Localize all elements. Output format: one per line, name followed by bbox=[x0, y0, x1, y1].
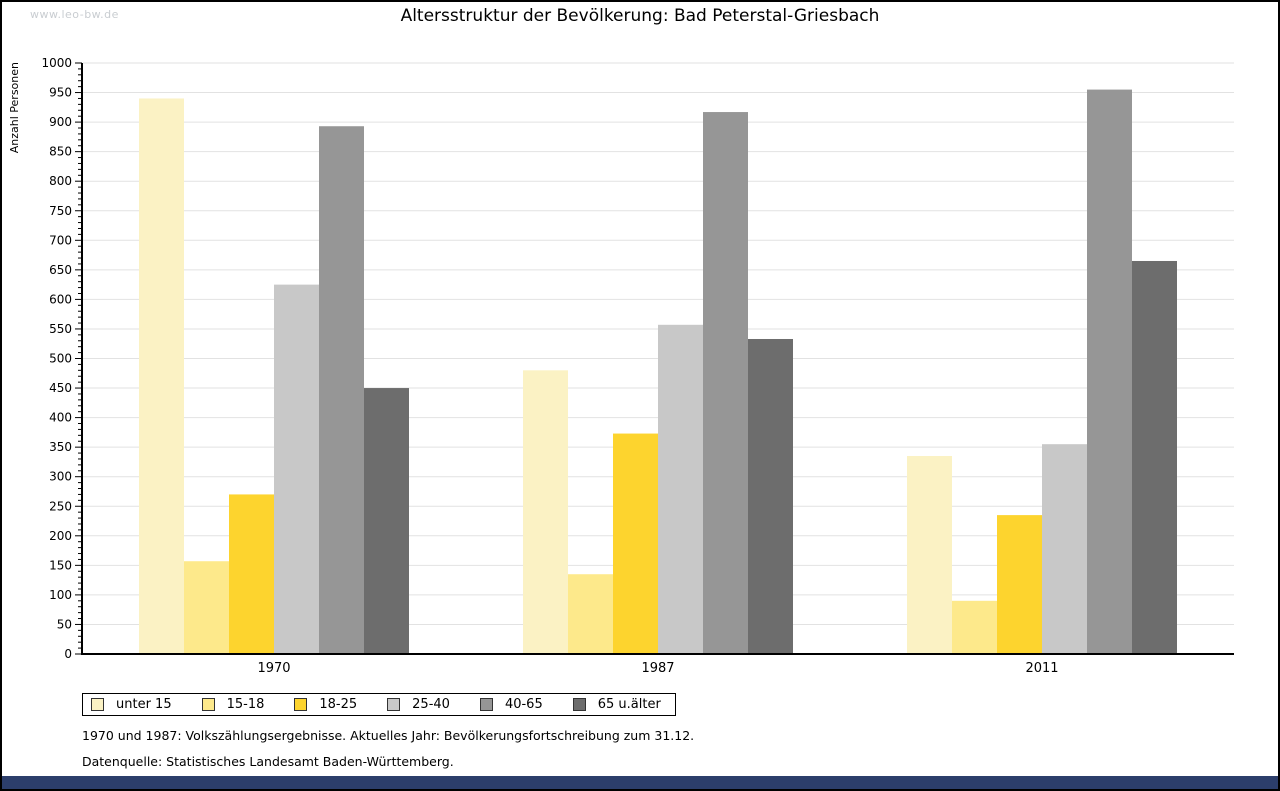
y-tick-label: 750 bbox=[49, 204, 72, 218]
legend-item: 18-25 bbox=[294, 697, 357, 712]
bar-40-65-2011 bbox=[1087, 89, 1132, 655]
y-tick-label: 850 bbox=[49, 145, 72, 159]
y-tick-label: 600 bbox=[49, 292, 72, 306]
bar-65-u.älter-2011 bbox=[1132, 260, 1177, 654]
x-category-label: 1970 bbox=[257, 661, 290, 676]
legend-label: unter 15 bbox=[116, 697, 172, 712]
bar-15-18-2011 bbox=[952, 600, 997, 654]
bar-25-40-1970 bbox=[274, 284, 319, 654]
bar-18-25-1970 bbox=[229, 494, 274, 654]
legend-item: 25-40 bbox=[387, 697, 450, 712]
bar-unter-15-1970 bbox=[139, 98, 184, 654]
y-tick-label: 100 bbox=[49, 588, 72, 602]
y-tick-label: 550 bbox=[49, 322, 72, 336]
bar-15-18-1987 bbox=[568, 574, 613, 654]
y-tick-label: 400 bbox=[49, 411, 72, 425]
bar-unter-15-2011 bbox=[907, 456, 952, 654]
bar-unter-15-1987 bbox=[523, 370, 568, 654]
x-category-label: 1987 bbox=[641, 661, 674, 676]
legend-swatch bbox=[387, 698, 401, 711]
y-tick-label: 900 bbox=[49, 115, 72, 129]
y-tick-label: 200 bbox=[49, 529, 72, 543]
footer-bar bbox=[2, 776, 1278, 789]
y-tick-label: 500 bbox=[49, 352, 72, 366]
chart-title: Altersstruktur der Bevölkerung: Bad Pete… bbox=[400, 6, 880, 26]
legend-swatch bbox=[294, 698, 308, 711]
bar-40-65-1970 bbox=[319, 126, 364, 654]
legend-label: 40-65 bbox=[504, 697, 543, 712]
legend-swatch bbox=[572, 698, 586, 711]
y-tick-label: 150 bbox=[49, 558, 72, 572]
y-tick-label: 50 bbox=[57, 617, 72, 631]
y-tick-label: 700 bbox=[49, 233, 72, 247]
legend-item: 65 u.älter bbox=[572, 697, 661, 712]
footnote-source-years: 1970 und 1987: Volkszählungsergebnisse. … bbox=[82, 728, 695, 743]
bar-15-18-1970 bbox=[184, 561, 229, 654]
y-tick-label: 950 bbox=[49, 86, 72, 100]
legend-item: unter 15 bbox=[91, 697, 172, 712]
bar-chart: 0 50 100 150 200 250 300 350 400 450 500 550 600 650 7… bbox=[42, 57, 1234, 676]
legend-swatch bbox=[479, 698, 493, 711]
legend-swatch bbox=[91, 698, 104, 711]
y-tick-label: 300 bbox=[49, 470, 72, 484]
y-axis-title: Anzahl Personen bbox=[8, 62, 21, 154]
legend-label: 65 u.älter bbox=[597, 697, 661, 712]
y-tick-label: 800 bbox=[49, 174, 72, 188]
bar-40-65-1987 bbox=[703, 112, 748, 655]
y-tick-label: 0 bbox=[64, 647, 72, 661]
bar-25-40-2011 bbox=[1042, 444, 1087, 654]
legend-label: 15-18 bbox=[226, 697, 265, 712]
legend: unter 15 15-18 18-25 25-40 40-65 65 u.älter bbox=[82, 693, 676, 716]
legend-label: 18-25 bbox=[319, 697, 358, 712]
bar-65-u.älter-1970 bbox=[364, 388, 409, 654]
footnote-data-source: Datenquelle: Statistisches Landesamt Bad… bbox=[82, 754, 454, 769]
y-tick-label: 250 bbox=[49, 499, 72, 513]
y-tick-label: 350 bbox=[49, 440, 72, 454]
watermark: www.leo-bw.de bbox=[30, 8, 119, 21]
y-tick-label: 1000 bbox=[42, 57, 72, 70]
bar-25-40-1987 bbox=[658, 324, 703, 654]
legend-swatch bbox=[201, 698, 215, 711]
x-category-label: 2011 bbox=[1025, 661, 1058, 676]
y-tick-label: 450 bbox=[49, 381, 72, 395]
legend-label: 25-40 bbox=[412, 697, 450, 712]
y-tick-label: 650 bbox=[49, 263, 72, 277]
bar-18-25-1987 bbox=[613, 433, 658, 654]
legend-item: 15-18 bbox=[201, 697, 265, 712]
bar-65-u.älter-1987 bbox=[748, 338, 793, 654]
bar-18-25-2011 bbox=[997, 515, 1042, 654]
legend-item: 40-65 bbox=[479, 697, 543, 712]
